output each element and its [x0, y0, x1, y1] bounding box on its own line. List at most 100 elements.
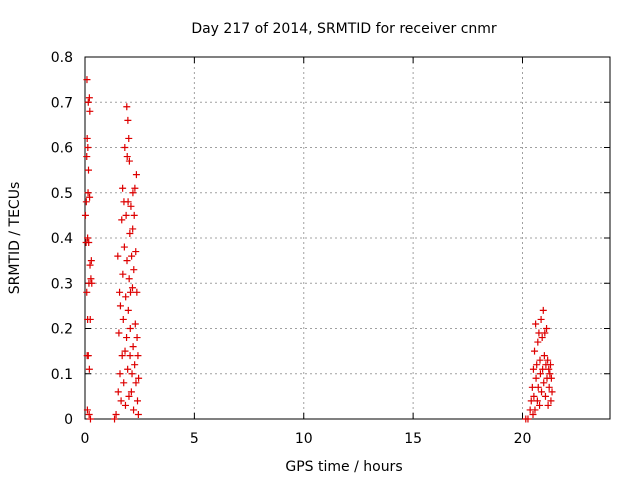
data-point	[534, 338, 542, 346]
data-point	[86, 261, 94, 269]
data-point	[126, 352, 134, 360]
data-point	[83, 134, 91, 142]
data-point	[544, 401, 552, 409]
y-tick-label: 0.4	[51, 231, 73, 247]
data-point	[131, 184, 139, 192]
data-point	[128, 284, 136, 292]
data-point	[545, 383, 553, 391]
axis-tick-labels: 0 5 10 15 20 0 0.1 0.2 0.3 0.4 0.5 0.6 0.7 0.8	[51, 50, 532, 447]
data-point	[111, 415, 119, 423]
data-point	[83, 406, 91, 414]
x-tick-label: 0	[81, 431, 90, 447]
data-point	[539, 365, 547, 373]
data-point	[545, 365, 553, 373]
data-point	[123, 153, 131, 161]
data-point	[119, 315, 127, 323]
data-point	[541, 392, 549, 400]
x-axis-label: GPS time / hours	[285, 459, 402, 475]
data-point	[547, 374, 555, 382]
data-point	[128, 252, 136, 260]
data-point	[85, 410, 93, 418]
data-point	[115, 329, 123, 337]
data-point	[535, 329, 543, 337]
data-point	[86, 193, 94, 201]
data-point	[123, 257, 131, 265]
data-point	[82, 198, 90, 206]
data-point	[84, 189, 92, 197]
data-point	[118, 352, 126, 360]
data-point	[118, 216, 126, 224]
data-point	[132, 171, 140, 179]
data-point	[528, 383, 536, 391]
data-point	[83, 288, 91, 296]
data-point	[81, 211, 89, 219]
x-tick-label: 15	[404, 431, 422, 447]
data-point	[112, 410, 120, 418]
data-point	[123, 334, 131, 342]
data-point	[121, 347, 129, 355]
data-point	[540, 352, 548, 360]
data-point	[541, 329, 549, 337]
data-point	[531, 347, 539, 355]
data-point	[125, 392, 133, 400]
data-point	[124, 198, 132, 206]
data-point	[124, 306, 132, 314]
data-point	[126, 229, 134, 237]
data-point	[129, 225, 137, 233]
y-tick-label: 0.7	[51, 95, 73, 111]
data-point	[120, 379, 128, 387]
data-point	[543, 325, 551, 332]
chart-title: Day 217 of 2014, SRMTID for receiver cnm…	[191, 21, 497, 37]
data-point	[532, 374, 540, 382]
data-point	[85, 166, 92, 174]
grid-lines	[85, 57, 610, 419]
y-tick-label: 0.2	[51, 322, 73, 338]
data-point	[524, 415, 532, 423]
data-point	[547, 361, 554, 369]
data-point	[116, 302, 124, 310]
data-point	[134, 352, 142, 360]
data-point	[86, 107, 94, 115]
data-point	[125, 134, 133, 142]
data-point	[84, 98, 92, 106]
data-point	[122, 293, 130, 301]
data-point	[134, 410, 142, 418]
data-point	[121, 144, 129, 151]
data-point	[536, 356, 544, 364]
data-point	[538, 334, 546, 342]
data-point	[84, 352, 92, 360]
data-point	[130, 211, 138, 219]
data-point	[86, 415, 94, 423]
data-point	[527, 397, 535, 405]
data-point	[546, 370, 554, 378]
y-tick-label: 0.6	[51, 141, 73, 157]
data-point	[133, 334, 141, 342]
data-point	[114, 252, 122, 260]
data-point	[539, 306, 547, 314]
x-tick-label: 20	[514, 431, 532, 447]
data-point	[537, 315, 545, 323]
data-point	[533, 361, 541, 369]
data-point	[85, 94, 93, 102]
data-point	[132, 248, 140, 256]
data-point	[129, 189, 137, 197]
data-point	[131, 320, 139, 328]
data-point	[126, 325, 134, 332]
data-point	[87, 275, 95, 283]
data-point	[85, 365, 93, 373]
y-tick-label: 0	[64, 412, 73, 428]
y-tick-label: 0.8	[51, 50, 73, 66]
data-point	[116, 370, 124, 378]
data-point	[116, 288, 124, 296]
data-point	[84, 234, 92, 242]
data-point	[533, 397, 541, 405]
data-point	[529, 365, 537, 373]
data-point	[84, 144, 92, 151]
data-point	[127, 388, 135, 396]
data-point	[540, 379, 548, 387]
data-point	[531, 406, 539, 414]
data-point	[129, 343, 137, 351]
data-point	[131, 361, 139, 369]
data-point	[547, 397, 555, 405]
